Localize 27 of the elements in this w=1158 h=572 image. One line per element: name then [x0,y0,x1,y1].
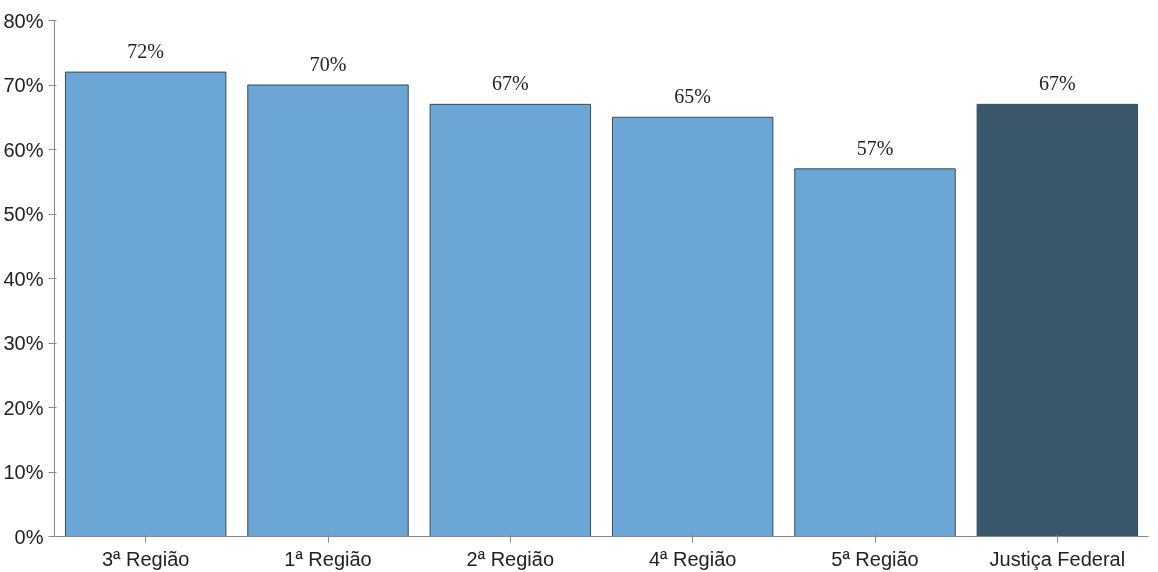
x-tick-label: 4ª Região [648,547,737,570]
x-tick-label: 2ª Região [466,547,555,570]
bar [794,168,956,537]
bar [429,103,592,537]
data-label: 67% [492,72,529,95]
x-tick-label: 1ª Região [284,547,372,570]
data-label: 67% [1039,72,1076,95]
data-label: 65% [674,85,712,108]
y-tick-label: 60% [3,138,44,161]
data-label: 70% [309,53,347,75]
bar [64,71,227,537]
data-label: 57% [856,136,894,159]
x-tick-label: 3ª Região [101,547,190,570]
y-tick-label: 30% [3,332,44,354]
bar [611,116,774,537]
y-tick-label: 80% [3,9,44,32]
y-tick-label: 0% [14,525,44,548]
y-tick-label: 20% [3,396,44,419]
bar [247,84,409,537]
y-tick-label: 40% [3,267,44,290]
x-tick-label: Justiça Federal [989,547,1126,570]
y-tick-label: 70% [3,74,44,96]
data-label: 72% [127,40,165,63]
y-tick-label: 10% [3,461,44,483]
y-tick-label: 50% [3,203,44,225]
bar [976,103,1139,537]
x-tick-label: 5ª Região [831,547,919,570]
